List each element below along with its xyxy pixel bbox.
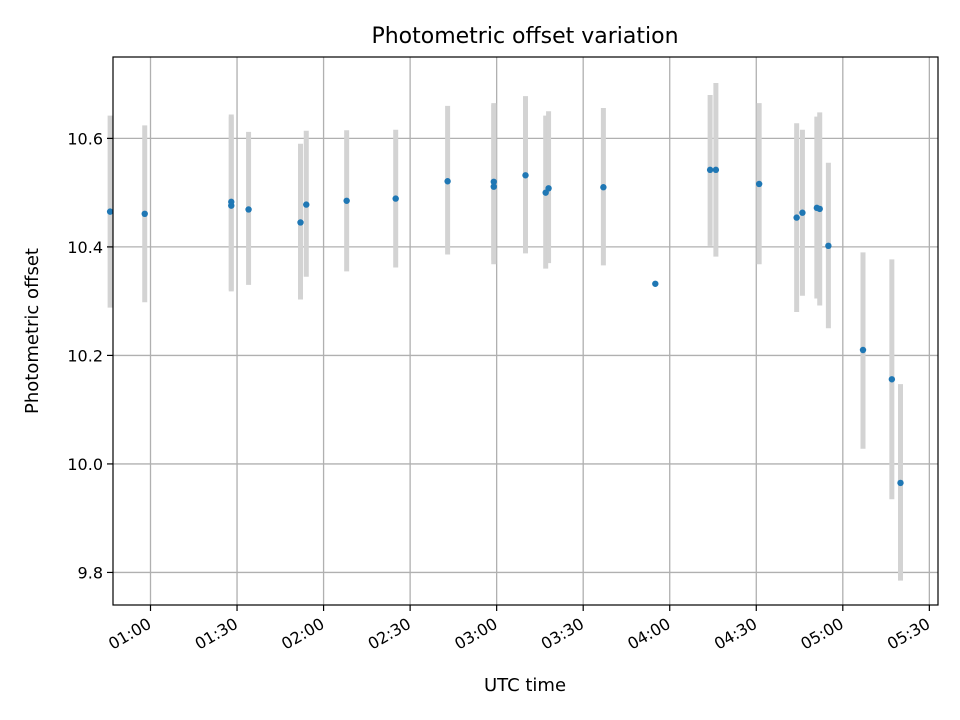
data-point <box>303 201 310 208</box>
plot-frame <box>112 56 939 606</box>
y-tick-label: 9.8 <box>78 563 103 582</box>
data-point <box>652 280 659 287</box>
data-point <box>888 376 896 383</box>
data-point <box>106 208 114 215</box>
data-point <box>522 172 529 179</box>
y-tick-label: 10.6 <box>67 129 103 148</box>
y-axis-ticks: 9.8 10.0 10.2 10.4 10.6 <box>67 129 113 582</box>
data-point <box>490 178 497 185</box>
data-point <box>392 195 399 202</box>
data-point <box>600 184 607 191</box>
data-point <box>490 183 497 190</box>
chart-title: Photometric offset variation <box>371 24 678 49</box>
data-point <box>755 180 763 188</box>
data-point <box>245 206 252 213</box>
data-point <box>545 185 552 192</box>
data-point <box>297 219 304 226</box>
data-point <box>825 242 832 250</box>
x-axis-label: UTC time <box>484 675 566 696</box>
data-point <box>859 346 867 354</box>
data-point <box>343 197 350 204</box>
y-tick-label: 10.0 <box>67 455 103 474</box>
data-point <box>141 210 148 218</box>
data-point <box>706 166 714 174</box>
data-point <box>816 205 823 213</box>
data-point <box>897 479 904 487</box>
y-axis-label: Photometric offset <box>22 248 43 414</box>
y-tick-label: 10.4 <box>67 238 103 257</box>
data-point <box>799 209 806 216</box>
data-point <box>793 214 800 221</box>
data-point <box>228 198 235 206</box>
data-points <box>106 166 904 487</box>
data-point <box>712 166 720 174</box>
y-tick-label: 10.2 <box>67 346 103 365</box>
data-point <box>444 178 451 185</box>
